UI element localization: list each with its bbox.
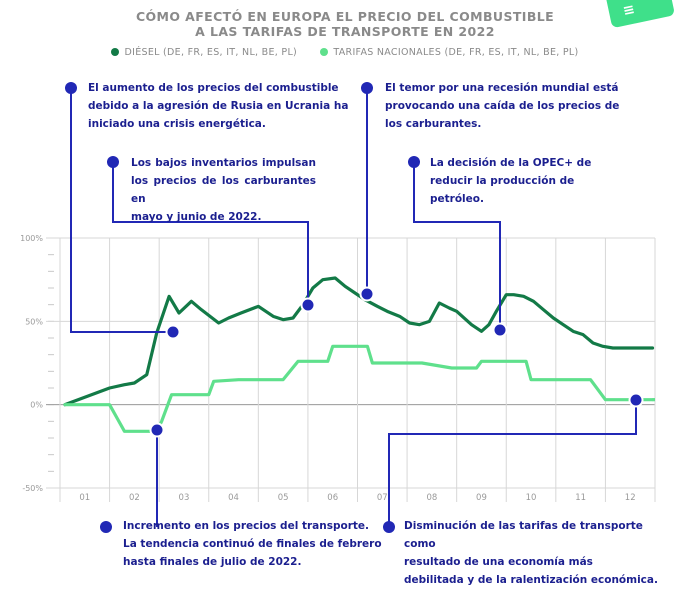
marker-transport-increase xyxy=(149,422,165,438)
marker-low-inventories xyxy=(300,297,316,313)
legend-item-diesel: DIÉSEL (DE, FR, ES, IT, NL, BE, PL) xyxy=(111,47,297,58)
legend-label-tarifas: TARIFAS NACIONALES (DE, FR, ES, IT, NL, … xyxy=(333,47,579,58)
marker-russia-ukraine xyxy=(165,324,181,340)
connector-opec xyxy=(413,162,501,330)
y-tick-label: 50% xyxy=(25,317,43,326)
annotation-line: La tendencia continuó de finales de febr… xyxy=(123,538,382,550)
bullet-recession-fear xyxy=(361,82,373,94)
bullet-opec xyxy=(408,156,420,168)
x-tick-label: 07 xyxy=(377,493,388,503)
bullet-transport-increase xyxy=(100,521,112,533)
annotation-line: El aumento de los precios del combustibl… xyxy=(88,82,339,94)
annotation-line: los precios de los carburantes en xyxy=(131,175,316,205)
x-tick-label: 10 xyxy=(526,493,537,503)
tarifas-line xyxy=(63,344,655,433)
marker-transport-decrease xyxy=(628,392,644,408)
bullet-low-inventories xyxy=(107,156,119,168)
chart-title: CÓMO AFECTÓ EN EUROPA EL PRECIO DEL COMB… xyxy=(0,9,690,39)
title-line-1: CÓMO AFECTÓ EN EUROPA EL PRECIO DEL COMB… xyxy=(135,9,555,24)
annotation-line: debido a la agresión de Rusia en Ucrania… xyxy=(88,100,349,112)
legend-swatch-tarifas xyxy=(320,48,329,56)
x-tick-label: 03 xyxy=(179,493,190,503)
annotation-line: Incremento en los precios del transporte… xyxy=(123,520,369,532)
annotation-line: hasta finales de julio de 2022. xyxy=(123,556,302,568)
connector-transport-decrease xyxy=(388,400,637,527)
series-layer xyxy=(63,276,655,433)
annotation-line: Disminución de las tarifas de transporte… xyxy=(404,520,643,550)
annotation-line: resultado de una economía más xyxy=(404,556,593,568)
bullet-transport-decrease xyxy=(383,521,395,533)
annotation-layer xyxy=(65,82,644,533)
legend-swatch-diesel xyxy=(111,48,120,56)
annotation-opec: La decisión de la OPEC+ de reducir la pr… xyxy=(430,154,630,208)
legend-item-tarifas: TARIFAS NACIONALES (DE, FR, ES, IT, NL, … xyxy=(320,47,578,58)
marker-opec xyxy=(492,322,508,338)
x-tick-label: 01 xyxy=(79,493,90,503)
x-tick-label: 09 xyxy=(476,493,487,503)
annotation-line: mayo y junio de 2022. xyxy=(131,211,262,223)
annotation-line: iniciado una crisis energética. xyxy=(88,118,266,130)
x-tick-label: 11 xyxy=(575,493,586,503)
annotation-line: La decisión de la OPEC+ de xyxy=(430,157,592,169)
annotation-line: Los bajos inventarios impulsan xyxy=(131,157,316,169)
grid-layer: 100% 50% 0% -50% 01 02 03 04 05 06 07 08 09 10 11 12 xyxy=(20,234,656,503)
annotation-line: El temor por una recesión mundial está xyxy=(385,82,619,94)
annotation-low-inventories: Los bajos inventarios impulsan los preci… xyxy=(131,154,316,226)
x-tick-label: 12 xyxy=(625,493,636,503)
bullet-russia-ukraine xyxy=(65,82,77,94)
x-tick-label: 05 xyxy=(278,493,289,503)
connector-low-inventories xyxy=(112,162,309,305)
annotation-line: los carburantes. xyxy=(385,118,482,130)
diesel-line xyxy=(63,276,655,407)
x-tick-label: 06 xyxy=(327,493,338,503)
x-tick-label: 02 xyxy=(129,493,140,503)
annotation-line: debilitada y de la ralentización económi… xyxy=(404,574,658,586)
connector-russia-ukraine xyxy=(70,88,173,333)
annotation-line: reducir la producción de petróleo. xyxy=(430,175,575,205)
annotation-recession-fear: El temor por una recesión mundial está p… xyxy=(385,79,625,133)
x-tick-label: 08 xyxy=(426,493,437,503)
annotation-transport-decrease: Disminución de las tarifas de transporte… xyxy=(404,517,674,589)
marker-recession-fear xyxy=(359,286,375,302)
y-tick-label: 0% xyxy=(30,401,43,410)
legend-label-diesel: DIÉSEL (DE, FR, ES, IT, NL, BE, PL) xyxy=(124,47,298,58)
annotation-line: provocando una caída de los precios de xyxy=(385,100,620,112)
y-tick-label: 100% xyxy=(20,234,43,243)
x-tick-label: 04 xyxy=(228,493,239,503)
chart-svg: 100% 50% 0% -50% 01 02 03 04 05 06 07 08 09 10 11 12 xyxy=(20,82,656,533)
y-tick-label: -50% xyxy=(22,484,43,493)
legend: DIÉSEL (DE, FR, ES, IT, NL, BE, PL) TARI… xyxy=(0,47,690,58)
annotation-transport-increase: Incremento en los precios del transporte… xyxy=(123,517,383,571)
title-line-2: A LAS TARIFAS DE TRANSPORTE EN 2022 xyxy=(195,24,495,39)
annotation-russia-ukraine: El aumento de los precios del combustibl… xyxy=(88,79,368,133)
